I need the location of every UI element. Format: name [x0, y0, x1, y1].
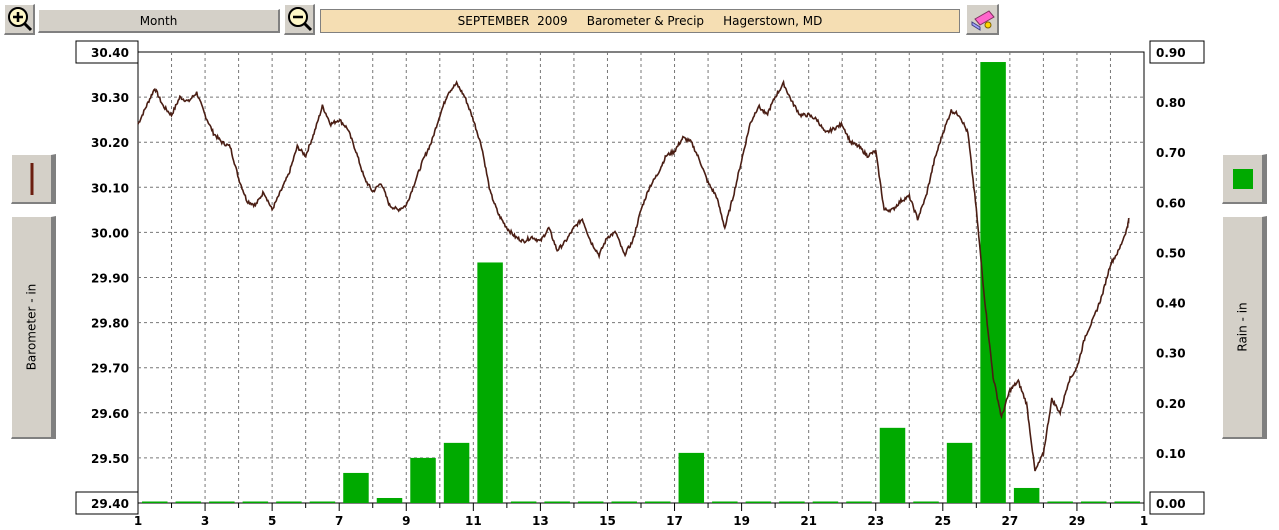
rain-bar — [544, 501, 570, 503]
green-square-swatch-icon — [1232, 168, 1253, 189]
left-y-tick-label: 30.10 — [91, 181, 129, 195]
rain-bar — [812, 501, 839, 503]
right-y-tick-label: 0.20 — [1156, 397, 1186, 411]
left-y-tick-label: 29.40 — [91, 497, 129, 511]
x-tick-label: 7 — [335, 514, 343, 528]
zoom-out-button[interactable] — [284, 4, 315, 35]
rain-bar — [1080, 501, 1107, 503]
x-tick-label: 23 — [867, 514, 884, 528]
rain-axis-panel[interactable]: Rain - in — [1222, 216, 1267, 439]
plot-area — [137, 51, 1145, 504]
rain-bar — [1013, 487, 1040, 503]
x-tick-label: 9 — [402, 514, 410, 528]
left-y-tick-label: 29.60 — [91, 407, 129, 421]
magnifier-minus-icon — [288, 7, 313, 32]
rain-bar — [477, 262, 503, 503]
barometer-line — [137, 79, 1130, 472]
magnifier-plus-icon — [8, 7, 33, 32]
x-tick-label: 17 — [666, 514, 683, 528]
x-tick-label: 15 — [599, 514, 616, 528]
left-y-tick-label: 30.30 — [91, 91, 129, 105]
period-select-button[interactable]: Month — [38, 9, 280, 33]
chart-title: SEPTEMBER 2009 Barometer & Precip Hagers… — [320, 9, 960, 33]
rain-bar — [577, 501, 604, 503]
left-y-tick-label: 30.00 — [91, 226, 129, 240]
rain-bar — [1047, 501, 1073, 503]
y-axis-end-box — [1149, 40, 1205, 64]
left-y-tick-label: 29.70 — [91, 362, 129, 376]
barometer-axis-panel[interactable]: Barometer - in — [11, 216, 56, 439]
printer-icon — [971, 10, 995, 31]
rain-bar — [410, 457, 436, 503]
right-y-tick-label: 0.10 — [1156, 447, 1186, 461]
rain-bar — [309, 501, 336, 503]
left-y-tick-label: 30.20 — [91, 136, 129, 150]
rain-bar — [879, 427, 906, 503]
rain-bar — [645, 501, 671, 503]
rain-bar — [376, 497, 403, 503]
right-y-tick-label: 0.90 — [1156, 46, 1186, 60]
x-tick-label: 11 — [465, 514, 482, 528]
x-tick-label: 1 — [1140, 514, 1148, 528]
y-axis-end-box — [75, 491, 139, 515]
right-y-tick-label: 0.00 — [1156, 497, 1186, 511]
zoom-in-button[interactable] — [4, 4, 35, 35]
right-y-tick-label: 0.80 — [1156, 96, 1186, 110]
rain-bar — [142, 501, 168, 503]
x-tick-label: 21 — [800, 514, 817, 528]
right-y-tick-label: 0.70 — [1156, 146, 1186, 160]
x-tick-label: 29 — [1069, 514, 1086, 528]
rain-bar — [1114, 501, 1140, 503]
period-label: Month — [139, 13, 178, 28]
print-button[interactable] — [966, 4, 999, 35]
right-y-tick-label: 0.60 — [1156, 196, 1186, 210]
rain-bar — [276, 501, 302, 503]
rain-bar — [175, 501, 202, 503]
x-tick-label: 27 — [1002, 514, 1019, 528]
right-y-tick-label: 0.40 — [1156, 297, 1186, 311]
rain-bar — [846, 501, 872, 503]
rain-bar — [510, 501, 537, 503]
rain-bar — [745, 501, 772, 503]
x-tick-label: 25 — [934, 514, 951, 528]
rain-bar — [712, 501, 738, 503]
rain-bar — [443, 442, 470, 503]
y-axis-end-box — [1149, 491, 1205, 515]
rain-bar — [611, 501, 637, 503]
rain-bar — [678, 452, 705, 503]
rain-bar — [980, 62, 1006, 504]
rain-bar — [209, 501, 235, 503]
brown-line-swatch-icon — [30, 162, 33, 195]
rain-legend-button[interactable] — [1222, 154, 1267, 204]
x-tick-label: 13 — [532, 514, 549, 528]
rain-bar — [946, 442, 973, 503]
rain-bar — [343, 472, 369, 503]
right-y-tick-label: 0.30 — [1156, 347, 1186, 361]
right-y-tick-label: 0.50 — [1156, 246, 1186, 260]
left-y-tick-label: 29.90 — [91, 272, 129, 286]
barometer-legend-button[interactable] — [11, 154, 56, 204]
x-tick-label: 19 — [733, 514, 750, 528]
rain-bar — [242, 501, 269, 503]
x-tick-label: 1 — [134, 514, 142, 528]
left-y-tick-label: 30.40 — [91, 46, 129, 60]
y-axis-end-box — [75, 40, 139, 64]
rain-bar — [779, 501, 805, 503]
rain-bar — [913, 501, 939, 503]
x-tick-label: 3 — [201, 514, 209, 528]
left-y-tick-label: 29.50 — [91, 452, 129, 466]
left-y-tick-label: 29.80 — [91, 317, 129, 331]
x-tick-label: 5 — [268, 514, 276, 528]
